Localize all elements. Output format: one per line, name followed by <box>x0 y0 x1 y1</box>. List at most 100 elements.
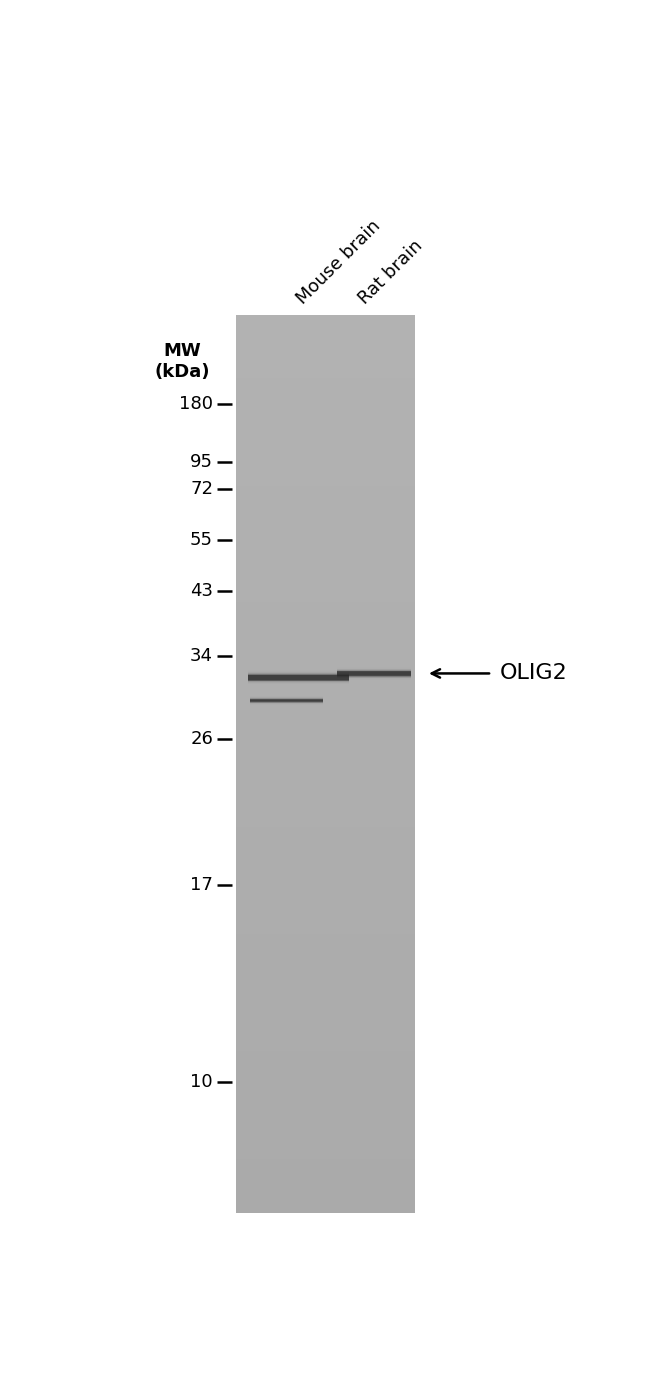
Bar <box>236 764 415 774</box>
Bar <box>236 1086 415 1096</box>
Bar <box>236 755 415 764</box>
Bar <box>236 504 415 514</box>
Bar <box>236 1051 415 1060</box>
Bar <box>236 522 415 532</box>
Bar <box>236 997 415 1007</box>
Bar <box>236 558 415 567</box>
Bar <box>236 621 415 631</box>
Bar <box>236 1033 415 1042</box>
Bar <box>236 611 415 621</box>
Bar <box>236 333 415 343</box>
Bar <box>236 647 415 657</box>
Bar <box>236 746 415 756</box>
Text: 43: 43 <box>190 582 213 600</box>
Bar <box>236 369 415 379</box>
Bar <box>236 657 415 666</box>
Text: Rat brain: Rat brain <box>356 237 426 307</box>
Bar <box>236 548 415 558</box>
Bar <box>236 566 415 577</box>
Bar <box>236 961 415 971</box>
Bar <box>236 1007 415 1016</box>
Bar <box>236 387 415 397</box>
Bar <box>236 675 415 684</box>
Text: Mouse brain: Mouse brain <box>293 216 384 307</box>
Bar <box>236 826 415 836</box>
Bar <box>236 898 415 909</box>
Bar <box>236 593 415 603</box>
Bar <box>236 790 415 800</box>
Bar <box>236 953 415 963</box>
Text: 95: 95 <box>190 453 213 471</box>
Bar <box>236 325 415 335</box>
Bar <box>236 925 415 935</box>
Bar <box>236 836 415 845</box>
Bar <box>236 1015 415 1024</box>
Bar <box>236 683 415 693</box>
Bar <box>236 1060 415 1070</box>
Bar <box>236 1104 415 1114</box>
Bar <box>236 1132 415 1142</box>
Bar <box>236 1194 415 1205</box>
Bar <box>236 665 415 675</box>
Bar <box>236 854 415 863</box>
Bar <box>236 844 415 854</box>
Bar <box>236 540 415 549</box>
Bar <box>236 989 415 998</box>
Bar <box>236 737 415 746</box>
Bar <box>236 772 415 782</box>
Bar <box>236 693 415 702</box>
Bar <box>236 1186 415 1195</box>
Bar <box>236 512 415 522</box>
Bar <box>236 361 415 370</box>
Bar <box>236 423 415 432</box>
Bar <box>236 943 415 953</box>
Bar <box>236 450 415 460</box>
Bar <box>236 971 415 980</box>
Bar <box>236 379 415 388</box>
Bar <box>236 1158 415 1168</box>
Bar <box>236 1024 415 1034</box>
Bar <box>236 584 415 595</box>
Bar <box>236 782 415 792</box>
Text: MW
(kDa): MW (kDa) <box>154 343 210 381</box>
Bar <box>236 880 415 891</box>
Bar <box>236 935 415 945</box>
Bar <box>236 907 415 917</box>
Bar <box>236 1114 415 1124</box>
Bar <box>236 1069 415 1078</box>
Bar <box>236 818 415 828</box>
Bar <box>236 1042 415 1052</box>
Bar <box>236 1140 415 1150</box>
Bar <box>236 1122 415 1132</box>
Bar <box>236 719 415 728</box>
Text: OLIG2: OLIG2 <box>500 664 567 683</box>
Bar <box>236 414 415 424</box>
Bar <box>236 343 415 353</box>
Text: 180: 180 <box>179 395 213 413</box>
Bar <box>236 711 415 720</box>
Bar <box>236 1096 415 1106</box>
Bar <box>236 1168 415 1177</box>
Bar <box>236 397 415 406</box>
Bar <box>236 629 415 639</box>
Bar <box>236 486 415 496</box>
Bar <box>236 1203 415 1213</box>
Text: 72: 72 <box>190 479 213 497</box>
Bar <box>236 728 415 738</box>
Text: 10: 10 <box>190 1073 213 1091</box>
Bar <box>236 468 415 478</box>
Bar <box>236 476 415 486</box>
Bar <box>236 494 415 504</box>
Text: 26: 26 <box>190 730 213 748</box>
Bar <box>236 432 415 442</box>
Bar <box>236 917 415 927</box>
Bar <box>236 603 415 613</box>
Text: 17: 17 <box>190 876 213 894</box>
Bar <box>236 979 415 989</box>
Bar <box>236 1150 415 1159</box>
Bar <box>236 800 415 810</box>
Bar <box>236 405 415 414</box>
Bar <box>236 639 415 649</box>
Text: 34: 34 <box>190 647 213 665</box>
Bar <box>236 1176 415 1187</box>
